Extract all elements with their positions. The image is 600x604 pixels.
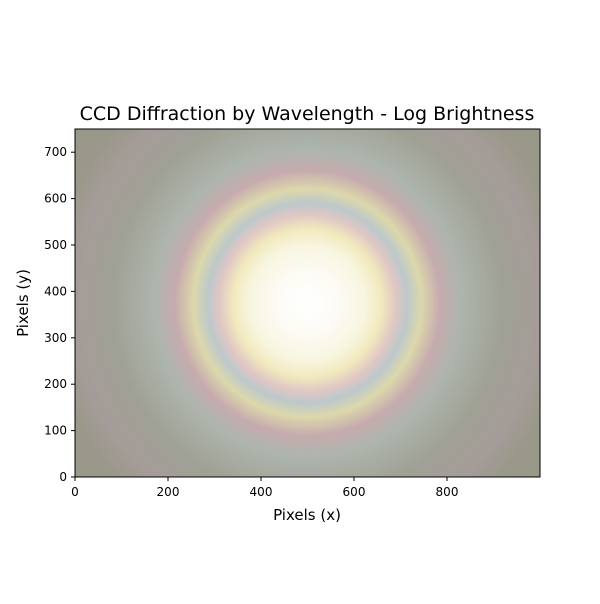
y-axis-label: Pixels (y): [14, 269, 32, 337]
y-tick-label: 0: [59, 470, 67, 484]
x-tick-label: 400: [250, 485, 273, 499]
y-tick-label: 300: [44, 331, 67, 345]
x-tick-label: 200: [157, 485, 180, 499]
y-tick-label: 200: [44, 377, 67, 391]
y-tick-label: 400: [44, 284, 67, 298]
plot-area: [74, 128, 541, 478]
x-tick-label: 600: [343, 485, 366, 499]
chart-title: CCD Diffraction by Wavelength - Log Brig…: [80, 103, 535, 125]
y-tick-label: 500: [44, 238, 67, 252]
x-axis: 0 200 400 600 800: [71, 477, 458, 499]
y-tick-label: 600: [44, 192, 67, 206]
y-tick-label: 700: [44, 145, 67, 159]
heatmap-image: [75, 129, 540, 477]
y-tick-label: 100: [44, 424, 67, 438]
x-axis-label: Pixels (x): [273, 506, 341, 524]
plot-frame: [74, 128, 541, 478]
y-axis: 0 100 200 300 400 500 600 700: [44, 145, 75, 484]
x-tick-label: 0: [71, 485, 79, 499]
x-tick-label: 800: [436, 485, 459, 499]
